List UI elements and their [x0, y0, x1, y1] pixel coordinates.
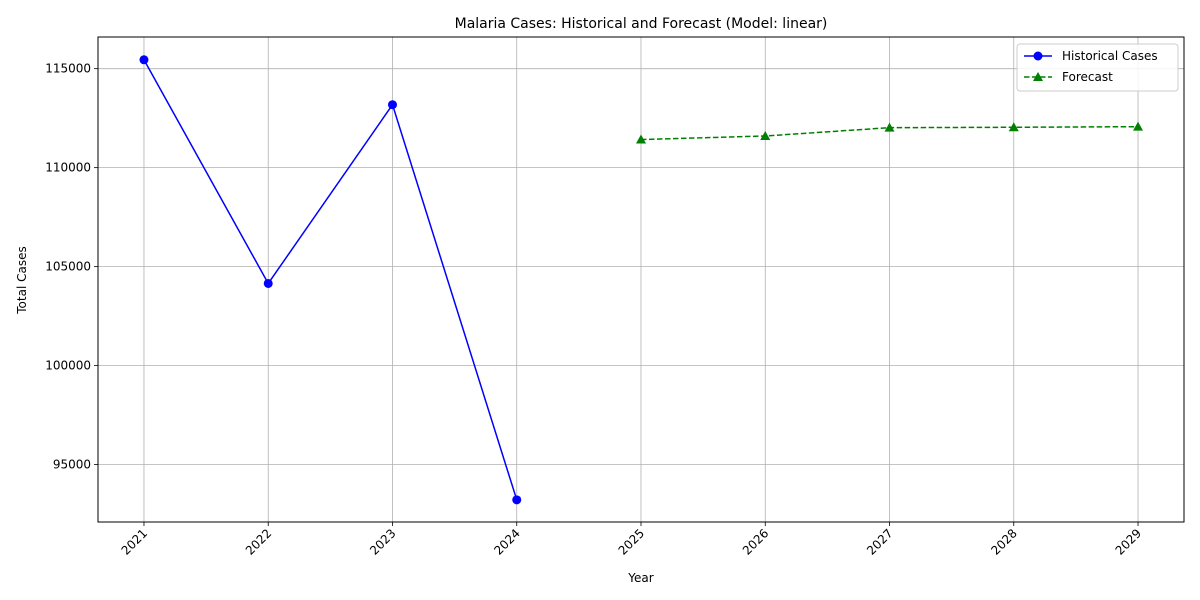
x-tick-label: 2029 — [1113, 526, 1144, 557]
series-layer — [139, 55, 1144, 505]
series-historical-cases — [139, 55, 522, 505]
x-tick-label: 2027 — [864, 526, 895, 557]
x-tick-label: 2026 — [740, 526, 771, 557]
grid-lines — [98, 37, 1184, 522]
y-tick-label: 115000 — [45, 62, 91, 76]
data-point-marker — [263, 278, 273, 288]
data-point-marker — [1033, 72, 1043, 81]
data-point-marker — [512, 495, 522, 505]
y-axis-label: Total Cases — [15, 246, 29, 314]
y-tick-label: 110000 — [45, 161, 91, 175]
data-point-marker — [636, 134, 646, 144]
series-forecast — [636, 121, 1144, 144]
data-point-marker — [1133, 121, 1144, 131]
y-tick-label: 105000 — [45, 260, 91, 274]
data-point-marker — [387, 100, 397, 110]
data-point-marker — [139, 55, 149, 65]
x-axis: 2021 2022 2023 2024 2025 2026 2027 2028 2029 — [119, 522, 1144, 558]
data-point-marker — [1008, 122, 1019, 132]
y-axis: 95000 100000 105000 110000 115000 — [45, 62, 98, 472]
legend-label: Historical Cases — [1062, 49, 1158, 63]
x-tick-label: 2021 — [119, 526, 150, 557]
legend-box — [1016, 43, 1179, 92]
x-tick-label: 2022 — [243, 526, 274, 557]
series-line — [143, 59, 518, 501]
x-tick-label: 2024 — [491, 526, 522, 557]
data-point-marker — [760, 130, 771, 140]
legend: Historical Cases Forecast — [1016, 43, 1179, 92]
data-point-marker — [1033, 51, 1043, 61]
x-axis-label: Year — [627, 571, 653, 585]
data-point-marker — [884, 122, 895, 132]
y-tick-label: 95000 — [53, 458, 91, 472]
y-tick-label: 100000 — [45, 359, 91, 373]
x-tick-label: 2025 — [616, 526, 647, 557]
x-tick-label: 2023 — [367, 526, 398, 557]
chart-title: Malaria Cases: Historical and Forecast (… — [455, 16, 828, 32]
legend-label: Forecast — [1062, 70, 1113, 84]
x-tick-label: 2028 — [988, 526, 1019, 557]
